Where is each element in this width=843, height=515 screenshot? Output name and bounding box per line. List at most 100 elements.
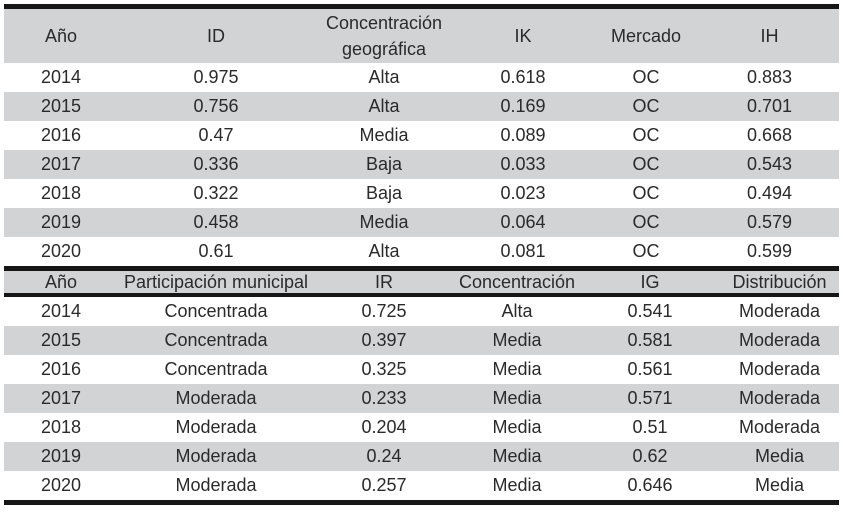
table-cell: 0.322	[193, 183, 239, 203]
table-cell: Media	[754, 446, 805, 466]
table-cell: Media	[492, 330, 542, 350]
table-cell: OC	[632, 67, 660, 87]
table-cell: Media	[492, 446, 542, 466]
column-header: Distribución	[720, 268, 839, 295]
table-row: 2017 0.336 Baja 0.033 OC 0.543	[4, 150, 839, 179]
table-cell: Concentrada	[164, 330, 268, 350]
table-cell: 0.61	[198, 241, 234, 261]
table-row: 2016 Concentrada 0.325 Media 0.561 Moderada	[4, 355, 839, 384]
table-row: 2015 0.756 Alta 0.169 OC 0.701	[4, 92, 839, 121]
table-cell: OC	[632, 212, 660, 232]
table-cell: 0.233	[361, 388, 407, 408]
table-cell: Moderada	[738, 417, 821, 437]
table-cell: 0.579	[746, 212, 793, 232]
column-header: IK	[454, 6, 592, 63]
table-cell: 0.883	[746, 67, 793, 87]
table-cell: 2018	[40, 183, 82, 203]
column-header: Concentración	[454, 268, 580, 295]
table-cell: Media	[359, 212, 409, 232]
table-row: 2018 Moderada 0.204 Media 0.51 Moderada	[4, 413, 839, 442]
table-cell: Concentrada	[164, 359, 268, 379]
table-row: 2018 0.322 Baja 0.023 OC 0.494	[4, 179, 839, 208]
table-cell: Moderada	[738, 330, 821, 350]
market-concentration-table: Año ID Concentración geográfica IK Mercado IH…	[4, 4, 839, 266]
table-row: 2019 Moderada 0.24 Media 0.62 Media	[4, 442, 839, 471]
table-row: 2020 Moderada 0.257 Media 0.646 Media	[4, 471, 839, 503]
table-cell: 0.62	[632, 446, 668, 466]
table-row: 2016 0.47 Media 0.089 OC 0.668	[4, 121, 839, 150]
table-cell: 0.561	[627, 359, 673, 379]
table-cell: 2015	[40, 96, 82, 116]
table-cell: Media	[492, 417, 542, 437]
table-row: 2014 Concentrada 0.725 Alta 0.541 Moderada	[4, 295, 839, 326]
table-row: 2020 0.61 Alta 0.081 OC 0.599	[4, 237, 839, 266]
table-body: 2014 0.975 Alta 0.618 OC 0.883 2015 0.756 Alta 0.…	[4, 63, 839, 266]
table-cell: Moderada	[175, 446, 257, 466]
header-row: Año ID Concentración geográfica IK Mercado IH	[4, 6, 839, 63]
table-cell: Media	[754, 475, 805, 495]
table-cell: Moderada	[175, 475, 257, 495]
header-row: Año Participación municipal IR Concentració…	[4, 268, 839, 295]
table-cell: Media	[492, 359, 542, 379]
table-cell: 0.081	[500, 241, 546, 261]
table-body: 2014 Concentrada 0.725 Alta 0.541 Moderada 201…	[4, 295, 839, 503]
table-cell: 2017	[40, 154, 82, 174]
table-cell: Baja	[365, 154, 403, 174]
table-cell: 0.51	[632, 417, 668, 437]
table-cell: 0.064	[500, 212, 546, 232]
table-cell: 0.397	[361, 330, 407, 350]
table-cell: 0.47	[198, 125, 234, 145]
table-cell: OC	[632, 96, 660, 116]
table-cell: 2014	[40, 301, 82, 321]
table-cell: 0.494	[746, 183, 793, 203]
table-cell: Moderada	[738, 388, 821, 408]
table-cell: 2016	[40, 125, 82, 145]
table-cell: 0.756	[193, 96, 239, 116]
table-cell: OC	[632, 154, 660, 174]
table-cell: OC	[632, 183, 660, 203]
table-cell: 0.325	[361, 359, 407, 379]
table-row: 2019 0.458 Media 0.064 OC 0.579	[4, 208, 839, 237]
table-cell: Media	[492, 475, 542, 495]
table-cell: 0.204	[361, 417, 407, 437]
table-cell: 0.169	[500, 96, 546, 116]
table-cell: Media	[359, 125, 409, 145]
table-row: 2015 Concentrada 0.397 Media 0.581 Moderada	[4, 326, 839, 355]
table-cell: 0.599	[746, 241, 793, 261]
column-header: Mercado	[592, 6, 700, 63]
table-cell: Alta	[501, 301, 533, 321]
table-cell: 2017	[40, 388, 82, 408]
column-header: Participación municipal	[118, 268, 314, 295]
table-row: 2017 Moderada 0.233 Media 0.571 Moderada	[4, 384, 839, 413]
table-cell: 0.023	[500, 183, 546, 203]
table-cell: 0.701	[746, 96, 793, 116]
table-cell: 0.618	[500, 67, 546, 87]
table-cell: 2015	[40, 330, 82, 350]
table-cell: 0.668	[746, 125, 793, 145]
table-cell: OC	[632, 125, 660, 145]
table-cell: Media	[492, 388, 542, 408]
table-cell: 2018	[40, 417, 82, 437]
table-cell: 2020	[40, 475, 82, 495]
table-cell: 0.975	[193, 67, 239, 87]
table-cell: 2019	[40, 212, 82, 232]
table-cell: Alta	[368, 241, 400, 261]
column-header: IG	[580, 268, 720, 295]
table-cell: Moderada	[175, 388, 257, 408]
table-cell: 0.458	[193, 212, 239, 232]
table-cell: 0.336	[193, 154, 239, 174]
table-cell: 2014	[40, 67, 82, 87]
table-cell: Alta	[368, 96, 400, 116]
table-cell: OC	[632, 241, 660, 261]
column-header: Año	[4, 268, 118, 295]
table-cell: 0.725	[361, 301, 407, 321]
table-cell: 0.089	[500, 125, 546, 145]
table-cell: 0.541	[627, 301, 673, 321]
column-header: IR	[314, 268, 454, 295]
column-header: IH	[700, 6, 839, 63]
table-cell: 0.646	[627, 475, 673, 495]
table-cell: 0.581	[627, 330, 673, 350]
table-cell: Concentrada	[164, 301, 268, 321]
table-cell: 2019	[40, 446, 82, 466]
